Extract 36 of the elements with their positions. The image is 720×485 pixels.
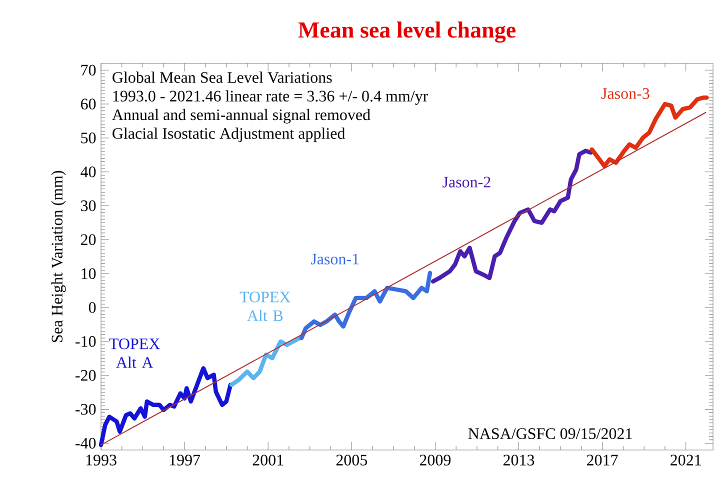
text: TOPEX Alt A xyxy=(109,338,160,368)
y-tick-label: 0 xyxy=(88,302,96,313)
y-axis-title: Sea Height Variation (mm) xyxy=(51,170,66,342)
annotation: Glacial Isostatic Adjustment applied xyxy=(112,128,346,142)
line-series xyxy=(229,336,302,388)
text: Jason-2 xyxy=(442,176,490,188)
line-series xyxy=(299,270,432,340)
annotation: NASA/GSFC 09/15/2021 xyxy=(468,428,632,440)
y-tick-label: 30 xyxy=(81,200,96,212)
y-tick-label: -10 xyxy=(76,336,96,347)
y-tick-label: -20 xyxy=(76,370,96,381)
series-label: Jason-1 xyxy=(311,254,359,264)
x-tick-label: 2013 xyxy=(503,454,534,466)
line-series xyxy=(98,366,233,448)
annotation: Global Mean Sea Level Variations xyxy=(112,72,332,83)
y-tick-label: -30 xyxy=(76,404,96,415)
series-label: TOPEX Alt B xyxy=(240,292,290,322)
x-tick-label: 2017 xyxy=(587,454,618,466)
y-tick-label: 40 xyxy=(80,166,96,178)
x-tick-label: 2009 xyxy=(420,454,451,466)
x-tick-label: 1993 xyxy=(86,454,116,466)
y-tick-label: 60 xyxy=(80,98,96,110)
annotation: 1993.0 - 2021.46 linear rate = 3.36 +/- 0.4 mm/yr xyxy=(113,90,428,105)
y-tick-label: -40 xyxy=(76,438,96,449)
y-tick-label: 70 xyxy=(81,64,96,76)
x-tick-label: 2005 xyxy=(336,454,368,466)
series-label: Jason-3 xyxy=(601,88,650,99)
line-series xyxy=(430,148,593,284)
x-tick-label: 2021 xyxy=(670,454,701,466)
annotation: Annual and semi-annual signal removed xyxy=(112,108,370,124)
chart-title: Mean sea level change xyxy=(298,22,516,43)
y-tick-label: 20 xyxy=(81,234,96,246)
x-tick-label: 2001 xyxy=(252,454,284,466)
y-tick-label: 10 xyxy=(82,268,96,280)
y-tick-label: 50 xyxy=(81,132,96,144)
x-tick-label: 1997 xyxy=(170,454,200,466)
